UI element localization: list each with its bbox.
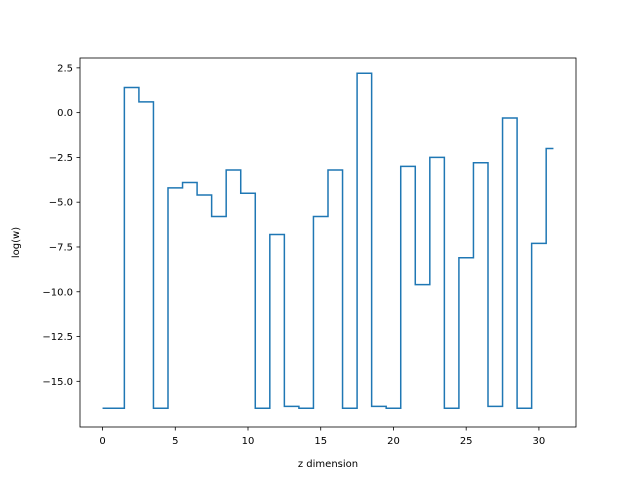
x-axis-label: z dimension	[298, 459, 358, 470]
x-tick-label: 20	[387, 436, 400, 447]
y-axis-label: log(w)	[11, 227, 22, 258]
y-axis-ticks: 2.5 0.0 −2.5 −5.0 −7.5 −10.0 −12.5 −15.0	[42, 63, 80, 388]
y-tick-label: −15.0	[42, 377, 73, 388]
plot-background	[80, 58, 576, 427]
x-tick-label: 15	[314, 436, 327, 447]
x-tick-label: 0	[99, 436, 105, 447]
x-axis-ticks: 0 5 10 15 20 25 30	[99, 427, 545, 447]
x-tick-label: 10	[242, 436, 255, 447]
x-tick-label: 5	[172, 436, 178, 447]
y-tick-label: −7.5	[49, 242, 73, 253]
y-tick-label: 2.5	[57, 63, 73, 74]
x-tick-label: 25	[460, 436, 473, 447]
y-tick-label: 0.0	[57, 108, 73, 119]
plot-layer	[102, 72, 554, 409]
y-tick-label: −2.5	[49, 153, 73, 164]
y-tick-label: −5.0	[49, 198, 73, 209]
plot-frame	[79, 57, 577, 428]
series-step-line	[102, 72, 554, 409]
x-tick-label: 30	[533, 436, 546, 447]
y-tick-label: −10.0	[42, 287, 73, 298]
y-tick-label: −12.5	[42, 332, 73, 343]
